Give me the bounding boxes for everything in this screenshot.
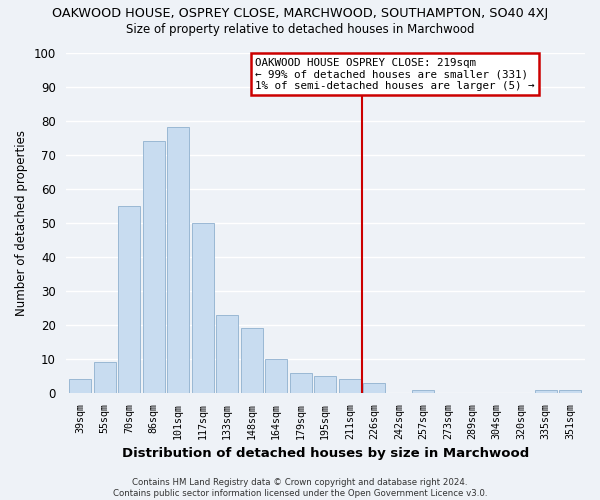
Bar (241, 328, 263, 393)
Bar (167, 128, 189, 393)
Bar (118, 206, 140, 393)
Bar (216, 314, 238, 393)
Bar (94, 362, 116, 393)
Text: Size of property relative to detached houses in Marchwood: Size of property relative to detached ho… (126, 22, 474, 36)
Bar (363, 382, 385, 393)
Bar (412, 390, 434, 393)
Text: OAKWOOD HOUSE, OSPREY CLOSE, MARCHWOOD, SOUTHAMPTON, SO40 4XJ: OAKWOOD HOUSE, OSPREY CLOSE, MARCHWOOD, … (52, 8, 548, 20)
Bar (192, 222, 214, 393)
Text: OAKWOOD HOUSE OSPREY CLOSE: 219sqm
← 99% of detached houses are smaller (331)
1%: OAKWOOD HOUSE OSPREY CLOSE: 219sqm ← 99%… (255, 58, 535, 91)
Bar (265, 359, 287, 393)
Bar (143, 141, 165, 393)
Bar (339, 380, 361, 393)
Bar (314, 376, 336, 393)
Bar (290, 372, 312, 393)
X-axis label: Distribution of detached houses by size in Marchwood: Distribution of detached houses by size … (122, 447, 529, 460)
Bar (559, 390, 581, 393)
Bar (69, 380, 91, 393)
Text: Contains HM Land Registry data © Crown copyright and database right 2024.
Contai: Contains HM Land Registry data © Crown c… (113, 478, 487, 498)
Bar (535, 390, 557, 393)
Y-axis label: Number of detached properties: Number of detached properties (15, 130, 28, 316)
